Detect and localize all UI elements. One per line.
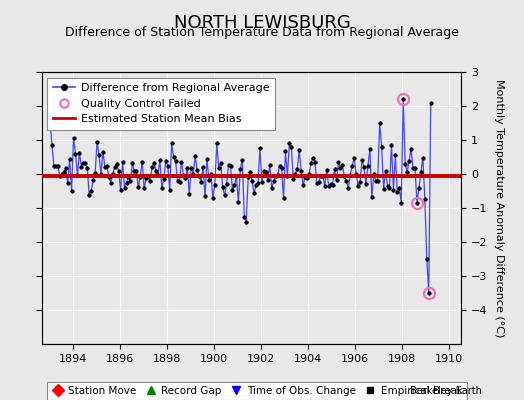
Text: Berkeley Earth: Berkeley Earth [410,386,482,396]
Text: NORTH LEWISBURG: NORTH LEWISBURG [173,14,351,32]
Text: Difference of Station Temperature Data from Regional Average: Difference of Station Temperature Data f… [65,26,459,39]
Y-axis label: Monthly Temperature Anomaly Difference (°C): Monthly Temperature Anomaly Difference (… [494,79,504,337]
Legend: Station Move, Record Gap, Time of Obs. Change, Empirical Break: Station Move, Record Gap, Time of Obs. C… [47,382,467,400]
